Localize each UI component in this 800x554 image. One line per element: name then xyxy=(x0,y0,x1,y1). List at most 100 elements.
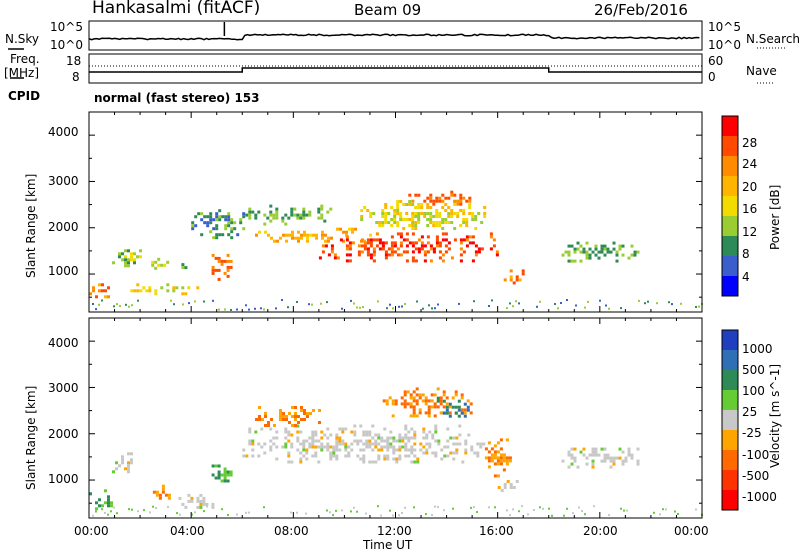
scatter-cell xyxy=(255,233,258,237)
scatter-cell xyxy=(426,235,430,239)
scatter-cell xyxy=(209,221,213,225)
scatter-cell xyxy=(371,436,375,440)
scatter-cell xyxy=(393,244,397,248)
scatter-cell xyxy=(411,227,415,230)
scatter-cell xyxy=(124,261,127,265)
scatter-cell xyxy=(363,239,366,243)
near-range-echo xyxy=(698,305,700,308)
scatter-cell xyxy=(427,411,431,415)
scatter-cell xyxy=(390,253,394,257)
scatter-cell xyxy=(329,445,333,449)
scatter-cell xyxy=(576,241,580,245)
scatter-cell xyxy=(459,199,463,203)
scatter-cell xyxy=(287,439,291,443)
scatter-cell xyxy=(297,236,300,240)
scatter-cell xyxy=(405,250,409,254)
scatter-cell xyxy=(394,399,398,403)
scatter-cell xyxy=(612,247,616,251)
scatter-cell xyxy=(211,502,215,506)
scatter-cell xyxy=(435,244,439,248)
scatter-cell xyxy=(499,462,503,466)
freq-panel-frame xyxy=(88,53,703,84)
near-range-echo xyxy=(356,306,358,309)
scatter-cell xyxy=(374,445,378,449)
scatter-cell xyxy=(303,409,306,412)
power-tick-4: 4 xyxy=(742,270,750,284)
scatter-cell xyxy=(311,433,315,437)
scatter-cell xyxy=(434,451,438,455)
scatter-cell xyxy=(406,390,410,394)
scatter-cell xyxy=(345,230,348,234)
scatter-cell xyxy=(429,215,433,218)
scatter-cell xyxy=(202,502,206,506)
scatter-cell xyxy=(401,445,405,449)
scatter-cell xyxy=(462,250,466,254)
near-range-echo xyxy=(113,305,115,308)
scatter-cell xyxy=(408,193,412,197)
scatter-cell xyxy=(184,505,188,509)
scatter-cell xyxy=(442,411,446,415)
scatter-cell xyxy=(184,292,188,296)
scatter-cell xyxy=(293,207,297,211)
scatter-cell xyxy=(101,283,104,287)
scatter-cell xyxy=(380,436,384,440)
scatter-cell xyxy=(139,255,142,259)
scatter-cell xyxy=(636,462,640,466)
scatter-cell xyxy=(299,442,303,446)
scatter-cell xyxy=(630,453,634,457)
near-range-echo xyxy=(677,513,679,515)
near-range-echo xyxy=(599,299,601,302)
scatter-cell xyxy=(214,464,218,468)
scatter-cell xyxy=(591,462,595,466)
scatter-cell xyxy=(329,457,333,461)
scatter-cell xyxy=(447,221,451,224)
vel-tick-neg100: -100 xyxy=(742,448,770,462)
scatter-cell xyxy=(348,259,352,263)
scatter-cell xyxy=(209,212,213,216)
scatter-cell xyxy=(196,505,200,509)
scatter-cell xyxy=(384,256,388,260)
scatter-cell xyxy=(267,421,270,424)
scatter-cell xyxy=(172,289,176,293)
near-range-echo xyxy=(512,508,514,511)
scatter-cell xyxy=(399,253,403,257)
scatter-cell xyxy=(332,445,336,449)
noise-right-tick-top: 10^5 xyxy=(708,20,741,34)
scatter-cell xyxy=(371,448,375,452)
scatter-cell xyxy=(441,218,445,221)
scatter-cell xyxy=(385,399,389,403)
scatter-cell xyxy=(282,412,285,415)
scatter-cell xyxy=(309,233,312,237)
scatter-cell xyxy=(359,448,363,452)
scatter-cell xyxy=(392,445,396,449)
scatter-cell xyxy=(323,433,327,437)
cpid-label: CPID xyxy=(8,89,41,103)
scatter-cell xyxy=(199,493,203,497)
scatter-cell xyxy=(115,467,118,471)
colorbar-segment xyxy=(722,196,738,217)
scatter-cell xyxy=(151,263,155,267)
near-range-echo xyxy=(245,304,247,307)
near-range-echo xyxy=(476,511,478,513)
scatter-cell xyxy=(627,447,631,451)
scatter-cell xyxy=(257,210,261,214)
vel-tick-100: 100 xyxy=(742,384,765,398)
near-range-echo xyxy=(647,300,649,303)
scatter-cell xyxy=(450,190,454,194)
scatter-cell xyxy=(438,212,442,215)
near-range-echo xyxy=(356,510,358,513)
scatter-cell xyxy=(215,224,219,228)
scatter-cell xyxy=(445,408,449,412)
scatter-cell xyxy=(487,465,491,469)
scatter-cell xyxy=(465,244,469,248)
scatter-cell xyxy=(564,250,568,254)
near-range-echo xyxy=(230,309,232,311)
scatter-cell xyxy=(333,256,337,260)
scatter-cell xyxy=(332,448,336,452)
scatter-cell xyxy=(200,218,204,222)
scatter-cell xyxy=(377,433,381,437)
scatter-cell xyxy=(363,247,367,251)
near-range-echo xyxy=(248,511,250,514)
scatter-cell xyxy=(145,289,149,293)
scatter-cell xyxy=(375,244,379,248)
